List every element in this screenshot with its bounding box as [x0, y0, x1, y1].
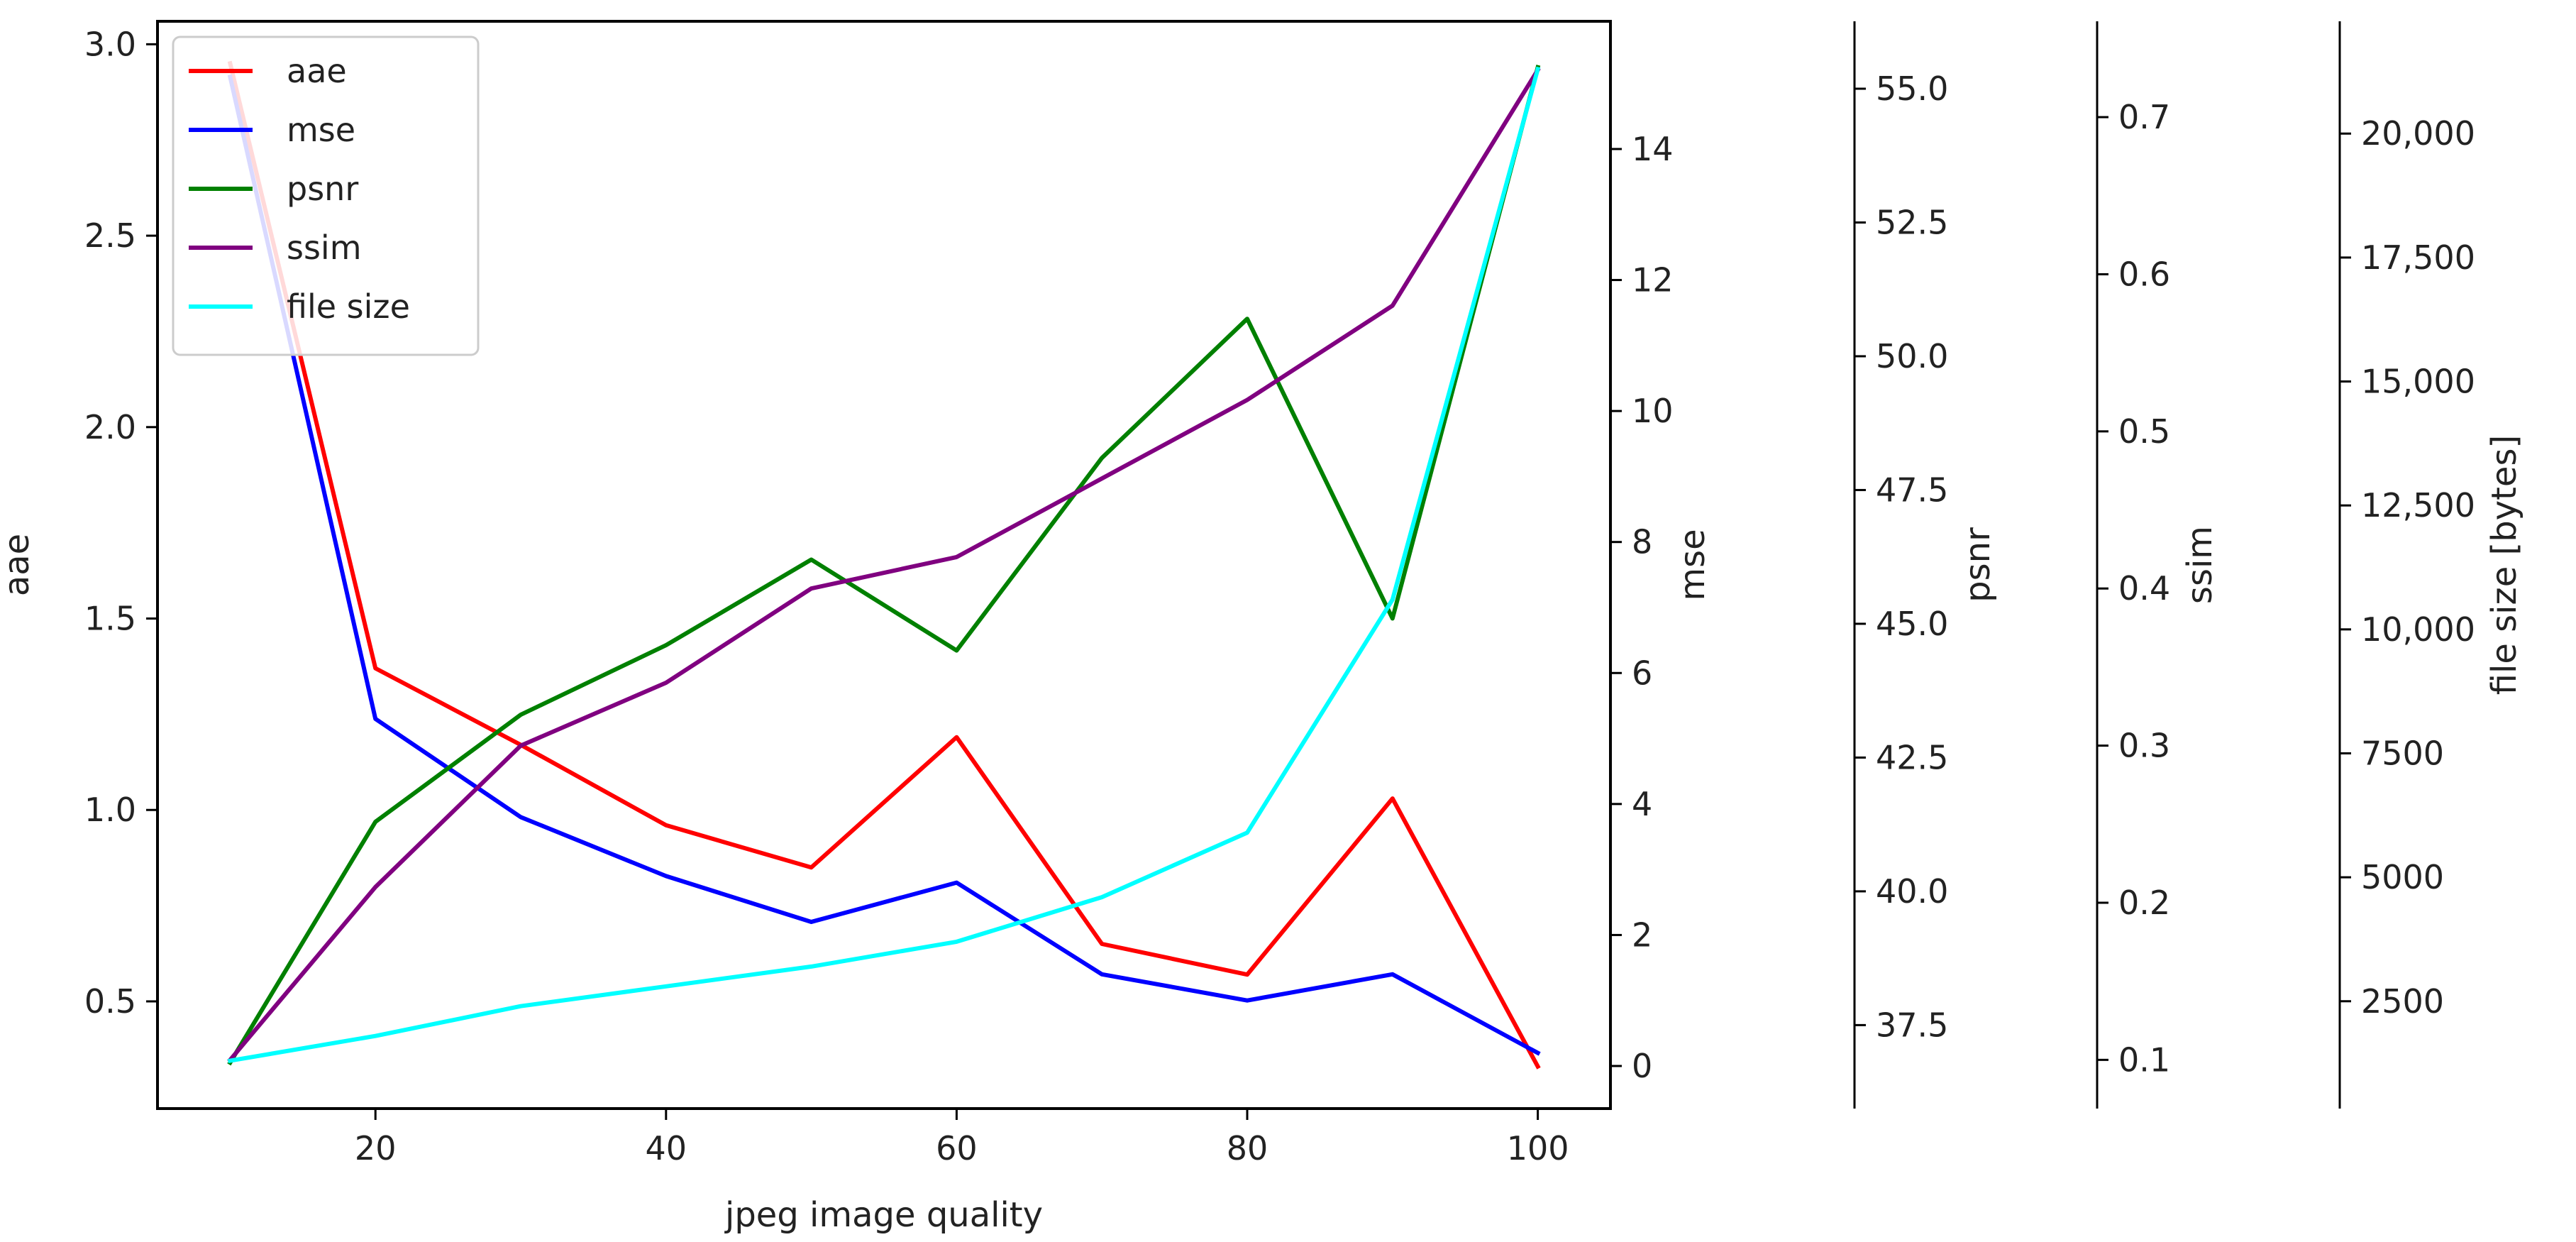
x-tick-label: 60 [936, 1129, 978, 1167]
legend-label: aae [287, 52, 347, 90]
y-tick-label: 5000 [2361, 858, 2444, 896]
y-tick-label: 15,000 [2361, 363, 2475, 401]
y-tick-label: 0.1 [2118, 1040, 2170, 1079]
y-axis-aae: 0.5 1.0 1.5 2.0 2.5 3.0 aae [0, 25, 157, 1021]
legend-box [172, 35, 480, 356]
y-axis-label-ssim: ssim [2180, 526, 2220, 604]
y-tick-label: 0.3 [2118, 727, 2170, 765]
legend-label: mse [287, 111, 355, 149]
legend-item: aae [189, 52, 347, 90]
y-tick-label: 1.0 [84, 791, 136, 829]
y-tick-label: 45.0 [1876, 605, 1948, 643]
legend-item: mse [189, 111, 355, 149]
plot-frame [156, 20, 1612, 1110]
y-tick-label: 8 [1632, 523, 1652, 561]
y-tick-label: 0.5 [84, 982, 136, 1021]
y-axis-label-file-size: file size [bytes] [2484, 435, 2524, 695]
y-axis-ssim: 0.1 0.2 0.3 0.4 0.5 0.6 0.7 ssim [2096, 21, 2220, 1109]
y-axis-label-mse: mse [1673, 529, 1713, 600]
y-tick-label: 6 [1632, 654, 1652, 692]
series-lines [227, 60, 1541, 1070]
series-line-psnr [227, 65, 1541, 1066]
y-tick-label: 0.7 [2118, 98, 2170, 136]
plot-area-border [156, 20, 1612, 1110]
y-tick-label: 47.5 [1876, 471, 1948, 509]
x-tick-label: 100 [1507, 1129, 1569, 1167]
y-tick-label: 0.5 [2118, 412, 2170, 451]
y-tick-label: 0.4 [2118, 569, 2170, 608]
y-axis-psnr: 37.5 40.0 42.5 45.0 47.5 50.0 52.5 55.0 psnr [1853, 21, 1998, 1109]
y-tick-label: 12 [1632, 261, 1674, 299]
y-tick-label: 52.5 [1876, 203, 1948, 241]
y-tick-label: 4 [1632, 785, 1652, 823]
y-tick-label: 3.0 [84, 25, 136, 63]
series-line-ssim [227, 67, 1541, 1063]
legend-label: file size [287, 287, 410, 326]
y-tick-label: 20,000 [2361, 114, 2475, 153]
y-axis-file-size: 2500 5000 7500 10,000 12,500 15,000 17,500 20,0… [2338, 21, 2524, 1109]
y-tick-label: 40.0 [1876, 872, 1948, 911]
y-tick-label: 2.5 [84, 216, 136, 255]
y-tick-label: 10 [1632, 392, 1674, 430]
y-tick-label: 12,500 [2361, 486, 2475, 524]
legend-item: psnr [189, 170, 358, 208]
y-tick-label: 0.6 [2118, 255, 2170, 293]
x-tick-label: 80 [1227, 1129, 1268, 1167]
legend-label: ssim [287, 229, 362, 267]
y-tick-label: 7500 [2361, 734, 2444, 772]
y-tick-label: 17,500 [2361, 238, 2475, 277]
y-tick-label: 2.0 [84, 408, 136, 446]
legend-item: ssim [189, 229, 362, 267]
y-tick-label: 42.5 [1876, 738, 1948, 776]
y-tick-label: 50.0 [1876, 337, 1948, 375]
y-tick-label: 2 [1632, 916, 1652, 954]
x-tick-label: 20 [355, 1129, 397, 1167]
y-axis-label-psnr: psnr [1958, 527, 1998, 603]
y-tick-label: 10,000 [2361, 610, 2475, 649]
y-tick-label: 2500 [2361, 982, 2444, 1021]
y-tick-label: 14 [1632, 130, 1674, 168]
x-tick-label: 40 [646, 1129, 687, 1167]
y-tick-label: 1.5 [84, 600, 136, 638]
y-axis-mse: 0 2 4 6 8 10 12 14 mse [1610, 130, 1713, 1085]
y-tick-label: 0.2 [2118, 884, 2170, 922]
legend: aae mse psnr ssim file size [172, 35, 480, 356]
series-line-aae [227, 60, 1541, 1070]
y-tick-label: 0 [1632, 1047, 1652, 1085]
series-line-file-size [227, 66, 1541, 1064]
x-axis-label: jpeg image quality [724, 1195, 1043, 1235]
legend-item: file size [189, 287, 410, 326]
y-tick-label: 37.5 [1876, 1006, 1948, 1044]
y-tick-label: 55.0 [1876, 70, 1948, 108]
y-axis-label-aae: aae [0, 534, 37, 596]
legend-label: psnr [287, 170, 358, 208]
